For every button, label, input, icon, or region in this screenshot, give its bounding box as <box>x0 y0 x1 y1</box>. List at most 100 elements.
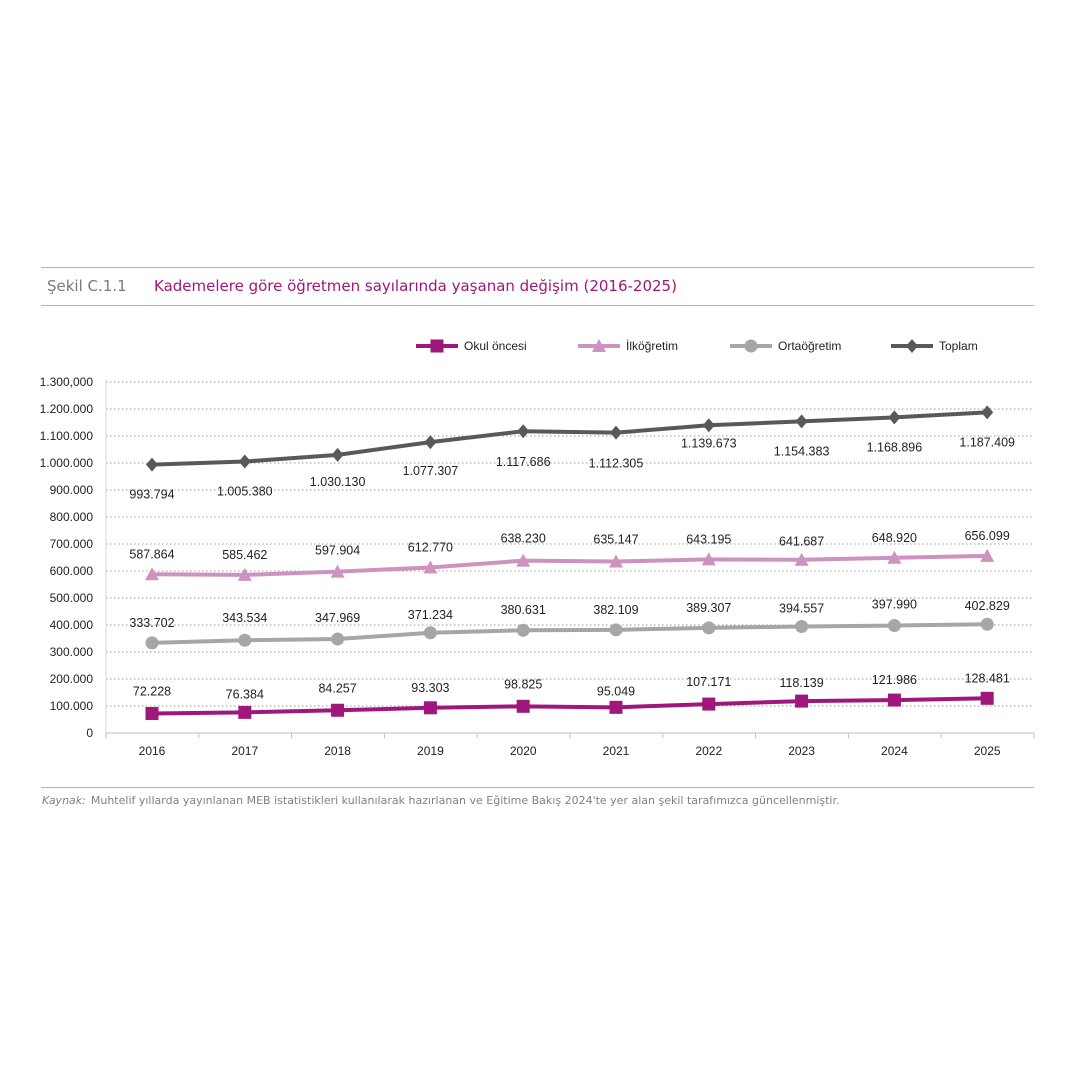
series-2-label-2019: 371.234 <box>408 608 453 622</box>
series-3-point-2020 <box>517 424 530 439</box>
series-0-point-2016 <box>145 706 159 720</box>
x-tick-label-2019: 2019 <box>417 744 444 758</box>
series-2-label-2018: 347.969 <box>315 611 360 625</box>
y-tick-label-8: 800.000 <box>50 510 94 524</box>
legend-marker-0 <box>430 339 444 353</box>
y-tick-label-11: 1.100.000 <box>40 429 94 443</box>
series-1-label-2019: 612.770 <box>408 541 453 555</box>
series-1-point-2020 <box>516 553 531 567</box>
series-0-point-2022 <box>702 697 716 711</box>
x-tick-label-2020: 2020 <box>510 744 537 758</box>
series-2-point-2024 <box>887 619 901 633</box>
series-1-label-2022: 643.195 <box>686 532 731 546</box>
series-3-point-2019 <box>424 435 437 450</box>
y-tick-label-12: 1.200.000 <box>40 402 94 416</box>
series-3-point-2018 <box>331 447 344 462</box>
series-lines <box>145 405 995 720</box>
series-2-point-2023 <box>795 619 809 633</box>
series-0-point-2018 <box>331 703 345 717</box>
series-3-label-2016: 993.794 <box>129 488 174 502</box>
series-2-label-2025: 402.829 <box>965 599 1010 613</box>
series-3-label-2024: 1.168.896 <box>867 440 923 454</box>
y-tick-label-7: 700.000 <box>50 537 94 551</box>
series-0-label-2024: 121.986 <box>872 673 917 687</box>
series-3-point-2023 <box>795 414 808 429</box>
series-2-point-2016 <box>145 636 159 650</box>
axes: 0 100.000 200.000 300.000 400.000 500.000 600.… <box>40 375 1035 758</box>
series-1-line <box>151 553 988 577</box>
series-2-line <box>151 622 988 645</box>
series-3-point-2022 <box>702 418 715 433</box>
series-3-label-2023: 1.154.383 <box>774 444 830 458</box>
series-1-point-2025 <box>980 548 995 562</box>
y-tick-label-4: 400.000 <box>50 618 94 632</box>
y-tick-label-6: 600.000 <box>50 564 94 578</box>
series-3-point-2016 <box>146 457 158 472</box>
x-tick-label-2022: 2022 <box>695 744 722 758</box>
legend-label-3: Toplam <box>939 339 978 353</box>
x-tick-label-2016: 2016 <box>139 744 166 758</box>
series-0-point-2020 <box>516 699 530 713</box>
series-3-point-2021 <box>610 425 622 440</box>
series-2-label-2016: 333.702 <box>129 616 174 630</box>
footer-divider <box>41 787 1034 788</box>
series-1-point-2023 <box>794 552 809 566</box>
series-0-point-2017 <box>238 705 252 719</box>
series-0-point-2025 <box>980 691 994 705</box>
series-0-point-2021 <box>609 700 623 714</box>
series-2-point-2025 <box>980 617 994 631</box>
series-2-point-2019 <box>423 626 437 640</box>
series-3-label-2021: 1.112.305 <box>589 457 644 471</box>
series-0-label-2017: 76.384 <box>226 687 264 701</box>
series-1-point-2019 <box>423 560 438 574</box>
series-2-point-2018 <box>331 632 345 646</box>
series-0-label-2020: 98.825 <box>504 677 542 691</box>
series-1-label-2018: 597.904 <box>315 544 360 558</box>
series-2-label-2022: 389.307 <box>686 601 731 615</box>
legend-marker-2 <box>744 339 758 353</box>
legend-marker-1 <box>592 339 606 352</box>
series-1-label-2017: 585.462 <box>222 548 267 562</box>
series-3-label-2017: 1.005.380 <box>217 485 273 499</box>
series-2-point-2020 <box>516 623 530 637</box>
series-2-label-2024: 397.990 <box>872 598 917 612</box>
legend-label-0: Okul öncesi <box>464 339 527 353</box>
source-text: Muhtelif yıllarda yayınlanan MEB istatis… <box>90 794 840 807</box>
legend-label-1: İlköğretim <box>626 339 678 353</box>
series-1-point-2018 <box>330 564 345 578</box>
series-3-point-2024 <box>888 410 901 425</box>
series-2-label-2023: 394.557 <box>779 601 824 615</box>
series-1-label-2025: 656.099 <box>965 529 1010 543</box>
series-3-label-2019: 1.077.307 <box>403 464 459 478</box>
series-0-label-2021: 95.049 <box>597 684 635 698</box>
source-note: Kaynak: Muhtelif yıllarda yayınlanan MEB … <box>42 794 840 807</box>
legend-marker-3 <box>906 339 918 353</box>
series-1-label-2020: 638.230 <box>501 532 546 546</box>
series-0-label-2019: 93.303 <box>411 681 449 695</box>
chart-legend: Okul öncesi İlköğretim Ortaöğretim Toplam <box>416 339 978 353</box>
series-0-point-2024 <box>887 693 901 707</box>
x-tick-label-2018: 2018 <box>324 744 351 758</box>
series-2-point-2017 <box>238 633 252 647</box>
x-tick-label-2021: 2021 <box>603 744 630 758</box>
series-3-label-2020: 1.117.686 <box>496 455 551 469</box>
series-1-point-2024 <box>887 550 902 564</box>
series-2-point-2022 <box>702 621 716 635</box>
series-0-point-2019 <box>423 701 437 715</box>
series-3-label-2018: 1.030.130 <box>310 475 366 489</box>
series-3-point-2017 <box>238 454 251 469</box>
data-labels: 72.228 76.384 84.257 93.303 98.825 95.049 107.… <box>129 435 1015 701</box>
figure-header: Şekil C.1.1 Kademelere göre öğretmen say… <box>41 267 1034 306</box>
figure-number: Şekil C.1.1 <box>47 277 127 295</box>
y-tick-label-2: 200.000 <box>50 672 94 686</box>
source-label: Kaynak: <box>42 794 86 807</box>
series-1-label-2021: 635.147 <box>593 533 638 547</box>
x-tick-label-2023: 2023 <box>788 744 815 758</box>
y-tick-label-1: 100.000 <box>50 699 94 713</box>
series-0-label-2025: 128.481 <box>965 671 1010 685</box>
series-1-label-2024: 648.920 <box>872 531 917 545</box>
legend-label-2: Ortaöğretim <box>778 339 841 353</box>
figure-title: Kademelere göre öğretmen sayılarında yaş… <box>154 277 677 295</box>
series-1-label-2023: 641.687 <box>779 535 824 549</box>
